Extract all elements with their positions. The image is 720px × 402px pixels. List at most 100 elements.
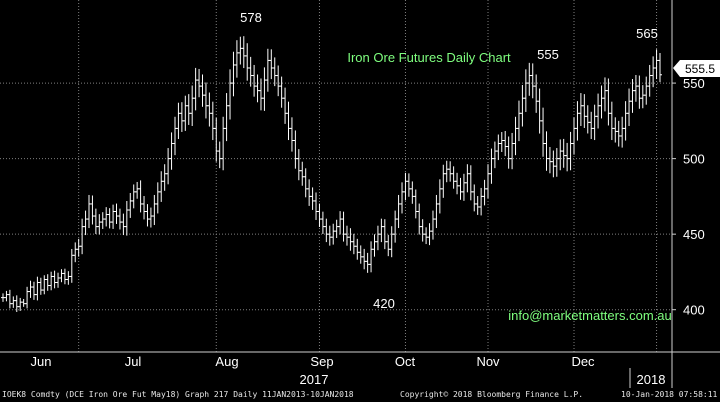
ohlc-bar bbox=[592, 104, 597, 141]
ohlc-bar bbox=[582, 94, 587, 128]
ohlc-bar bbox=[193, 67, 198, 111]
ohlc-bar bbox=[561, 138, 566, 168]
ohlc-bar bbox=[324, 218, 329, 243]
ohlc-bar bbox=[190, 85, 195, 126]
ohlc-bar bbox=[114, 203, 119, 224]
ohlc-bar bbox=[572, 117, 577, 155]
ohlc-bar bbox=[35, 276, 40, 301]
ohlc-bar bbox=[320, 211, 325, 235]
ohlc-bar bbox=[314, 192, 319, 220]
ohlc-bar bbox=[633, 75, 638, 102]
ohlc-bar bbox=[420, 219, 425, 242]
ohlc-bar bbox=[351, 233, 356, 255]
ohlc-bar bbox=[544, 131, 549, 171]
ohlc-bar bbox=[606, 78, 611, 126]
ohlc-bar bbox=[369, 241, 374, 273]
ohlc-bar bbox=[386, 234, 391, 257]
ohlc-bars bbox=[1, 36, 662, 312]
ohlc-bar bbox=[183, 95, 188, 131]
ohlc-bar bbox=[338, 211, 343, 235]
ohlc-bar bbox=[152, 194, 157, 226]
ohlc-bar bbox=[444, 160, 449, 183]
ohlc-bar bbox=[18, 297, 23, 311]
ohlc-bar bbox=[258, 78, 263, 111]
ohlc-bar bbox=[7, 289, 12, 309]
ohlc-bar bbox=[516, 100, 521, 142]
ohlc-bar bbox=[647, 64, 652, 97]
ohlc-bar bbox=[578, 93, 583, 126]
ohlc-bar bbox=[203, 82, 208, 119]
ohlc-bar bbox=[4, 290, 9, 302]
ohlc-bar bbox=[609, 101, 614, 141]
ohlc-bar bbox=[45, 274, 50, 291]
ohlc-bar bbox=[658, 53, 662, 83]
ohlc-bar bbox=[379, 218, 384, 243]
ohlc-bar bbox=[410, 181, 415, 204]
ohlc-bar bbox=[479, 187, 484, 216]
ohlc-bar bbox=[575, 101, 580, 141]
x-month-label: Nov bbox=[476, 354, 500, 369]
ohlc-bar bbox=[503, 130, 508, 157]
ohlc-bar bbox=[389, 226, 394, 258]
ohlc-bar bbox=[640, 85, 645, 109]
ohlc-bar bbox=[327, 225, 332, 246]
x-month-label: Jun bbox=[31, 354, 52, 369]
ohlc-bar bbox=[465, 164, 470, 193]
ohlc-bar bbox=[348, 228, 353, 251]
x-month-label: Oct bbox=[395, 354, 416, 369]
ohlc-bar bbox=[234, 40, 239, 78]
ohlc-bar bbox=[396, 194, 401, 229]
x-month-label: Jul bbox=[125, 354, 142, 369]
ohlc-bar bbox=[162, 164, 167, 191]
ohlc-bar bbox=[427, 223, 432, 246]
ohlc-bar bbox=[417, 203, 422, 235]
ohlc-bar bbox=[59, 269, 64, 283]
ohlc-bar bbox=[461, 173, 466, 201]
ohlc-bar bbox=[310, 187, 315, 210]
ohlc-bar bbox=[28, 280, 33, 298]
ohlc-bar bbox=[279, 76, 284, 108]
ohlc-bar bbox=[613, 117, 618, 143]
ohlc-bar bbox=[630, 79, 635, 113]
footer-ticker-info: IOEK8 Comdty (DCE Iron Ore Fut May18) Gr… bbox=[2, 390, 354, 399]
ohlc-bar bbox=[596, 93, 601, 129]
ohlc-bar bbox=[159, 171, 164, 202]
ohlc-bar bbox=[272, 57, 277, 87]
x-month-label: Sep bbox=[310, 354, 333, 369]
ohlc-bar bbox=[166, 148, 171, 185]
ohlc-bar bbox=[520, 84, 525, 127]
ohlc-bar bbox=[52, 270, 57, 289]
footer: IOEK8 Comdty (DCE Iron Ore Fut May18) Gr… bbox=[0, 388, 720, 402]
ohlc-bar bbox=[21, 298, 26, 307]
ohlc-bar bbox=[451, 166, 456, 189]
ohlc-bar bbox=[62, 268, 67, 285]
ohlc-bar bbox=[300, 161, 305, 186]
ohlc-bar bbox=[248, 56, 253, 87]
ohlc-bar bbox=[365, 252, 370, 273]
ohlc-bar bbox=[585, 105, 590, 134]
ohlc-bar bbox=[42, 275, 47, 295]
ohlc-bar bbox=[382, 219, 387, 250]
ohlc-bar bbox=[627, 88, 632, 126]
ohlc-bar bbox=[441, 164, 446, 198]
ohlc-bar bbox=[73, 242, 78, 263]
ohlc-bar bbox=[307, 179, 312, 206]
ohlc-bar bbox=[138, 180, 143, 213]
ohlc-bar bbox=[331, 223, 336, 245]
ohlc-bar bbox=[142, 196, 147, 220]
annotation-label: 420 bbox=[373, 296, 395, 311]
ohlc-bar bbox=[296, 149, 301, 181]
ohlc-bar bbox=[197, 68, 202, 98]
ohlc-bar bbox=[506, 136, 511, 169]
ohlc-bar bbox=[403, 172, 408, 201]
ohlc-bar bbox=[558, 139, 563, 171]
ohlc-bar bbox=[623, 101, 628, 141]
ohlc-bar bbox=[265, 48, 270, 92]
ohlc-bar bbox=[530, 63, 535, 99]
ohlc-bar bbox=[344, 225, 349, 246]
ohlc-bar bbox=[362, 248, 367, 270]
ohlc-bar bbox=[276, 65, 281, 97]
ohlc-bar bbox=[358, 245, 363, 264]
ohlc-bar bbox=[602, 77, 607, 112]
ohlc-bar bbox=[644, 76, 649, 105]
